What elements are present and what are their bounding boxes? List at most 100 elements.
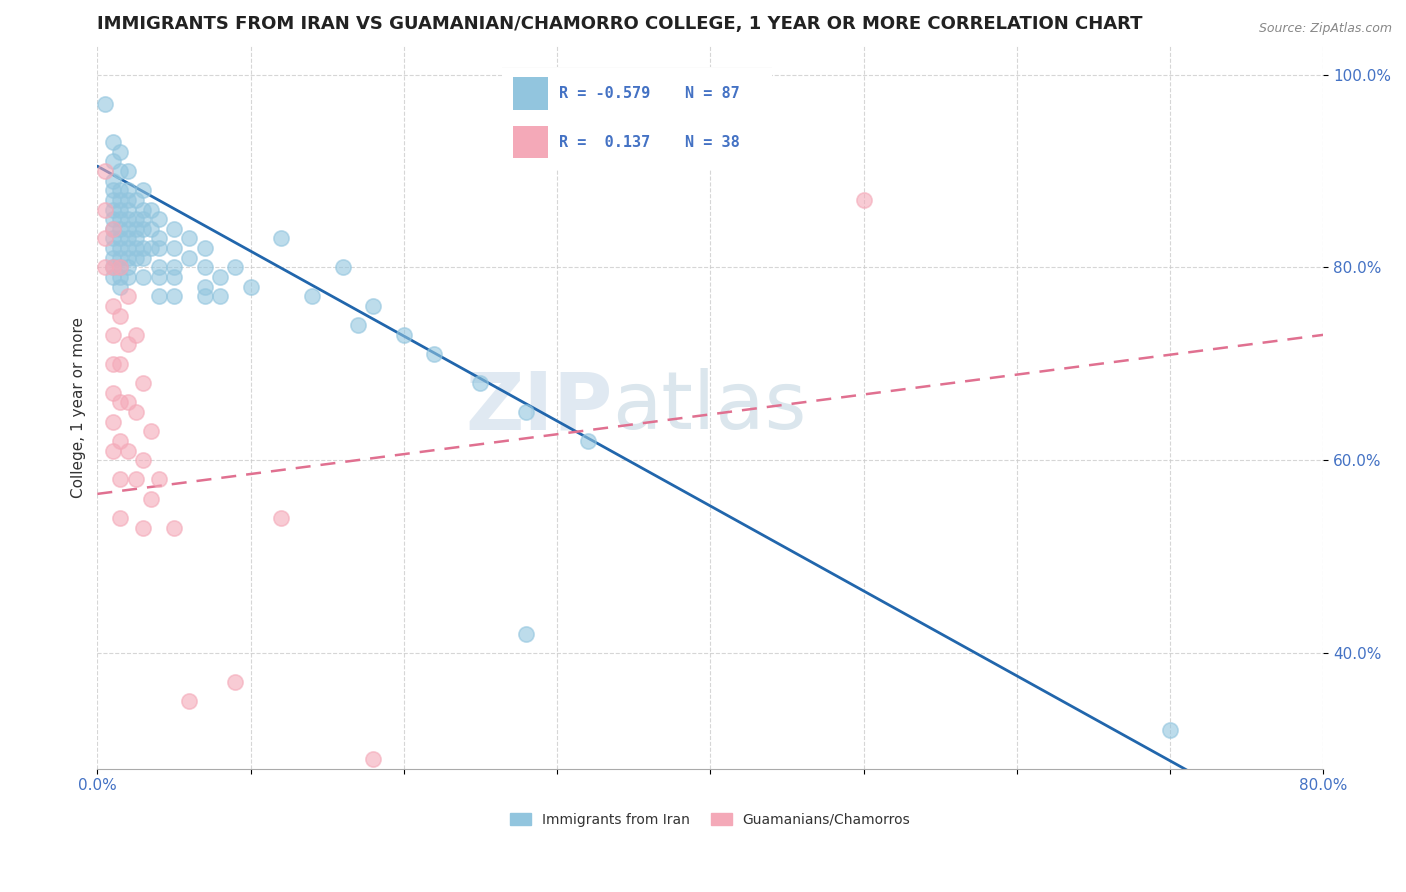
Point — [139, 491, 162, 506]
Point — [515, 405, 537, 419]
Point — [124, 327, 146, 342]
Point — [194, 260, 217, 275]
Text: ZIP: ZIP — [465, 368, 612, 446]
Point — [148, 212, 170, 227]
Point — [117, 222, 139, 236]
Point — [139, 222, 162, 236]
Point — [132, 222, 155, 236]
Point — [124, 222, 146, 236]
Point — [132, 521, 155, 535]
Point — [239, 279, 262, 293]
Point — [361, 299, 384, 313]
Point — [361, 752, 384, 766]
Point — [110, 222, 132, 236]
Text: Source: ZipAtlas.com: Source: ZipAtlas.com — [1258, 22, 1392, 36]
Point — [110, 472, 132, 486]
Point — [101, 357, 124, 371]
Point — [101, 241, 124, 255]
Point — [332, 260, 354, 275]
Point — [101, 231, 124, 245]
Point — [110, 202, 132, 217]
Point — [148, 289, 170, 303]
Point — [132, 241, 155, 255]
Point — [110, 309, 132, 323]
Point — [101, 260, 124, 275]
Point — [148, 472, 170, 486]
Point — [124, 231, 146, 245]
Point — [852, 193, 875, 207]
Point — [110, 193, 132, 207]
Point — [101, 299, 124, 313]
Point — [124, 193, 146, 207]
Point — [179, 694, 201, 708]
Point — [208, 270, 231, 285]
Point — [110, 251, 132, 265]
Point — [94, 231, 117, 245]
Point — [94, 96, 117, 111]
Point — [208, 289, 231, 303]
Point — [163, 260, 186, 275]
Point — [132, 453, 155, 467]
Point — [470, 376, 492, 390]
Point — [139, 241, 162, 255]
Point — [179, 251, 201, 265]
Point — [117, 183, 139, 197]
Point — [148, 270, 170, 285]
Point — [139, 202, 162, 217]
Point — [124, 212, 146, 227]
Point — [148, 260, 170, 275]
Point — [110, 183, 132, 197]
Point — [194, 241, 217, 255]
Point — [224, 674, 246, 689]
Point — [132, 251, 155, 265]
Point — [101, 415, 124, 429]
Point — [117, 231, 139, 245]
Point — [163, 241, 186, 255]
Point — [110, 279, 132, 293]
Point — [101, 202, 124, 217]
Point — [117, 395, 139, 409]
Point — [94, 202, 117, 217]
Point — [117, 270, 139, 285]
Point — [124, 472, 146, 486]
Point — [576, 434, 599, 448]
Point — [163, 270, 186, 285]
Point — [101, 193, 124, 207]
Point — [515, 626, 537, 640]
Point — [270, 231, 292, 245]
Point — [94, 260, 117, 275]
Point — [110, 395, 132, 409]
Point — [423, 347, 446, 361]
Point — [148, 241, 170, 255]
Point — [101, 385, 124, 400]
Point — [110, 270, 132, 285]
Point — [101, 222, 124, 236]
Point — [148, 231, 170, 245]
Point — [110, 511, 132, 525]
Point — [124, 251, 146, 265]
Point — [132, 183, 155, 197]
Point — [110, 241, 132, 255]
Point — [139, 424, 162, 438]
Point — [132, 376, 155, 390]
Point — [117, 337, 139, 351]
Point — [117, 212, 139, 227]
Point — [301, 289, 323, 303]
Point — [101, 183, 124, 197]
Point — [101, 173, 124, 187]
Point — [101, 443, 124, 458]
Point — [117, 164, 139, 178]
Point — [110, 434, 132, 448]
Point — [124, 405, 146, 419]
Point — [347, 318, 370, 333]
Text: atlas: atlas — [612, 368, 807, 446]
Point — [101, 270, 124, 285]
Point — [132, 270, 155, 285]
Point — [101, 222, 124, 236]
Point — [110, 164, 132, 178]
Point — [110, 357, 132, 371]
Point — [117, 202, 139, 217]
Legend: Immigrants from Iran, Guamanians/Chamorros: Immigrants from Iran, Guamanians/Chamorr… — [510, 813, 911, 827]
Point — [194, 289, 217, 303]
Point — [117, 260, 139, 275]
